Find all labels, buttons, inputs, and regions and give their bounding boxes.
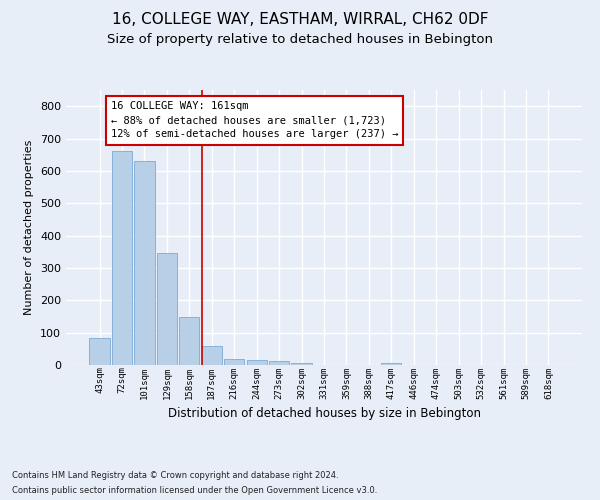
Bar — [247, 360, 267, 365]
Text: Size of property relative to detached houses in Bebington: Size of property relative to detached ho… — [107, 32, 493, 46]
Bar — [224, 358, 244, 365]
Text: 16, COLLEGE WAY, EASTHAM, WIRRAL, CH62 0DF: 16, COLLEGE WAY, EASTHAM, WIRRAL, CH62 0… — [112, 12, 488, 28]
X-axis label: Distribution of detached houses by size in Bebington: Distribution of detached houses by size … — [167, 407, 481, 420]
Bar — [134, 161, 155, 365]
Text: Contains public sector information licensed under the Open Government Licence v3: Contains public sector information licen… — [12, 486, 377, 495]
Bar — [89, 338, 110, 365]
Bar — [179, 317, 199, 365]
Bar — [157, 254, 177, 365]
Y-axis label: Number of detached properties: Number of detached properties — [25, 140, 34, 315]
Bar — [381, 362, 401, 365]
Bar — [112, 152, 132, 365]
Text: Contains HM Land Registry data © Crown copyright and database right 2024.: Contains HM Land Registry data © Crown c… — [12, 471, 338, 480]
Bar — [292, 363, 311, 365]
Text: 16 COLLEGE WAY: 161sqm
← 88% of detached houses are smaller (1,723)
12% of semi-: 16 COLLEGE WAY: 161sqm ← 88% of detached… — [111, 102, 398, 140]
Bar — [269, 361, 289, 365]
Bar — [202, 346, 222, 365]
